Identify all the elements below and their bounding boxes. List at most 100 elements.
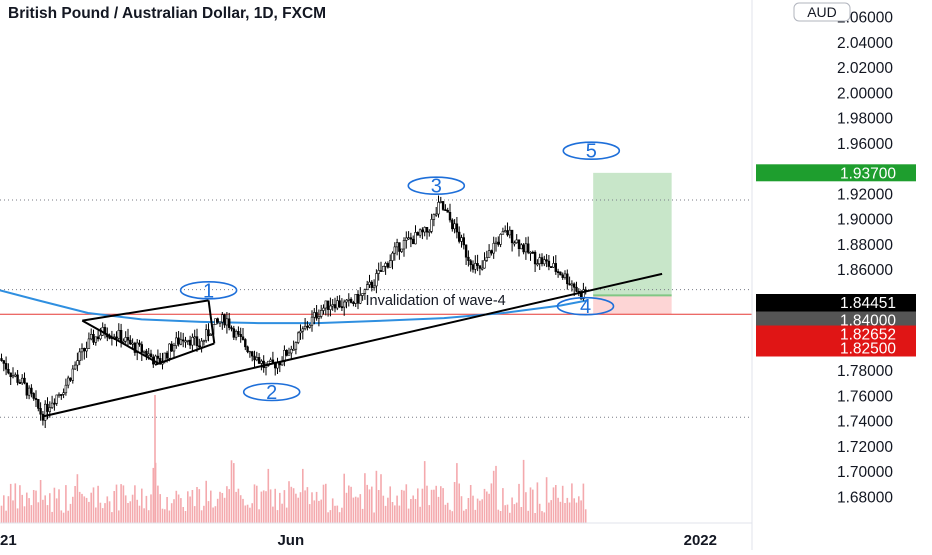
volume-bar — [313, 500, 316, 523]
volume-bar — [525, 492, 527, 523]
wave-label-ellipse[interactable] — [562, 141, 621, 160]
candle-body — [46, 403, 49, 412]
candle-body — [9, 372, 12, 377]
volume-bar — [83, 496, 86, 523]
candle-body — [296, 332, 300, 343]
candle-body — [37, 399, 40, 409]
y-tick-label: 1.74000 — [837, 414, 893, 431]
volume-bar — [32, 490, 35, 523]
volume-bar — [373, 512, 375, 523]
candle-body — [310, 316, 314, 326]
volume-bar — [253, 484, 256, 523]
candle-body — [232, 328, 235, 338]
volume-bar — [251, 503, 253, 523]
wave-label-ellipse[interactable] — [556, 296, 615, 316]
volume-bar — [423, 461, 426, 523]
support-trendline[interactable] — [41, 272, 663, 418]
candle-body — [411, 238, 415, 245]
candle-body — [195, 336, 199, 347]
candle-body — [168, 343, 171, 359]
x-tick-label: 2022 — [684, 532, 717, 549]
candle-body — [526, 243, 530, 253]
price-tag-value: 1.93700 — [840, 165, 896, 182]
candle-body — [510, 229, 514, 244]
volume-bar — [557, 497, 559, 523]
volume-bar — [196, 487, 198, 523]
volume-bar — [239, 495, 242, 523]
wedge-right-edge[interactable] — [207, 300, 216, 344]
y-tick-label: 1.72000 — [837, 439, 893, 456]
candle-body — [184, 340, 187, 343]
volume-bar — [260, 491, 263, 523]
candle-body — [425, 227, 429, 233]
wedge-upper-line[interactable] — [82, 299, 209, 322]
candle-body — [506, 230, 509, 236]
candle-body — [50, 402, 54, 408]
candle-body — [239, 333, 242, 337]
volume-bar — [387, 497, 389, 523]
volume-bar — [37, 502, 40, 523]
volume-bar — [157, 485, 159, 523]
candle-body — [60, 394, 63, 396]
candle-body — [165, 352, 169, 359]
volume-bar — [522, 459, 525, 523]
volume-bar — [60, 510, 63, 523]
volume-bar — [187, 491, 189, 523]
candle-body — [119, 329, 123, 343]
candle-body — [18, 382, 22, 384]
volume-bar — [350, 486, 352, 523]
volume-bar — [437, 496, 440, 523]
wave-label-ellipse[interactable] — [407, 176, 466, 195]
volume-bar — [430, 489, 433, 523]
candle-body — [223, 314, 226, 326]
volume-bar — [573, 498, 575, 523]
candle-body — [179, 339, 183, 345]
volume-bar — [550, 500, 552, 523]
candle-body — [487, 250, 491, 258]
candle-body — [292, 348, 295, 351]
wedge-left-edge[interactable] — [81, 319, 160, 365]
stop-zone[interactable] — [593, 295, 672, 315]
candle-body — [579, 291, 583, 300]
wave-label-ellipse[interactable] — [179, 280, 238, 300]
volume-bar — [131, 494, 134, 523]
target-zone[interactable] — [593, 172, 672, 296]
candle-body — [372, 285, 376, 288]
volume-bar — [451, 511, 454, 523]
candle-body — [474, 263, 477, 270]
volume-bar — [490, 483, 493, 523]
volume-bar — [74, 486, 76, 523]
volume-bar — [481, 499, 483, 523]
candle-body — [361, 293, 364, 296]
candle-body — [572, 283, 576, 288]
wedge-lower-line[interactable] — [154, 342, 215, 366]
volume-bar — [180, 498, 182, 523]
volume-bar — [269, 489, 272, 523]
volume-bar — [12, 500, 14, 523]
volume-bar — [203, 505, 205, 523]
volume-bar — [246, 504, 249, 523]
volume-bar — [446, 502, 449, 523]
volume-bar — [184, 511, 187, 523]
volume-bar — [380, 474, 382, 523]
candle-body — [437, 202, 440, 215]
volume-bar — [242, 498, 244, 523]
wave-label-ellipse[interactable] — [242, 382, 301, 402]
candle-body — [451, 219, 454, 230]
volume-bar — [143, 508, 145, 523]
volume-bar — [274, 488, 276, 523]
candle-body — [483, 260, 486, 269]
candle-body — [299, 330, 302, 334]
candle-body — [345, 299, 348, 303]
volume-bar — [336, 505, 339, 523]
currency-selector[interactable] — [793, 2, 851, 22]
candle-body — [64, 384, 68, 394]
candle-body — [186, 339, 189, 342]
volume-bar — [161, 508, 164, 523]
volume-bar — [534, 513, 536, 523]
candle-body — [464, 244, 468, 258]
volume-bar — [35, 490, 37, 523]
candle-body — [287, 352, 291, 356]
